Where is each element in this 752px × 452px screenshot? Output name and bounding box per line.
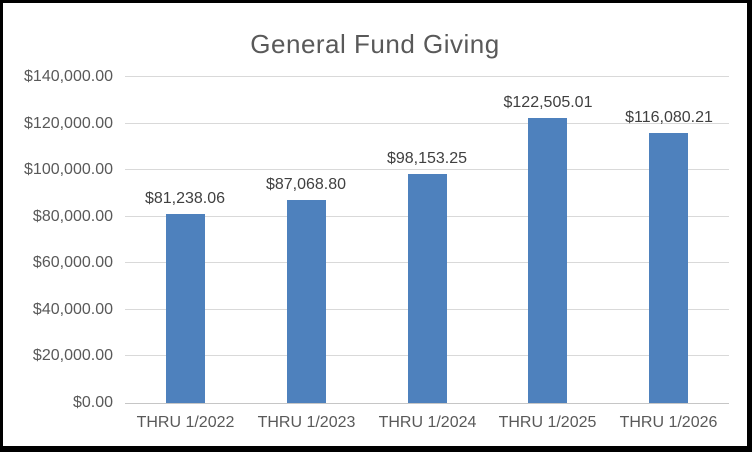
data-label: $98,153.25: [386, 150, 468, 167]
y-tick-label: $60,000.00: [32, 254, 113, 271]
data-label: $81,238.06: [144, 190, 226, 207]
y-tick-label: $100,000.00: [24, 161, 113, 178]
data-label: $87,068.80: [265, 176, 347, 193]
gridline: [125, 123, 729, 124]
x-tick-label: THRU 1/2022: [136, 414, 235, 431]
y-tick-label: $80,000.00: [32, 208, 113, 225]
gridline: [125, 169, 729, 170]
bar-thru-1-2023: [287, 200, 326, 403]
y-tick-label: $0.00: [72, 394, 113, 411]
bar-thru-1-2024: [408, 174, 447, 403]
y-axis-labels: $0.00 $20,000.00 $40,000.00 $60,000.00 $80,0…: [3, 68, 119, 411]
bar-thru-1-2026: [649, 133, 688, 403]
x-tick-label: THRU 1/2025: [498, 414, 597, 431]
data-label: $116,080.21: [625, 109, 713, 126]
x-tick-label: THRU 1/2026: [619, 414, 718, 431]
y-tick-label: $20,000.00: [32, 347, 113, 364]
y-tick-label: $40,000.00: [32, 301, 113, 318]
x-axis-line: [125, 403, 729, 404]
bar-thru-1-2025: [528, 118, 567, 403]
x-axis-labels: THRU 1/2022 THRU 1/2023 THRU 1/2024 THRU 1/…: [125, 413, 729, 437]
y-tick-label: $120,000.00: [24, 115, 113, 132]
data-label: $122,505.01: [503, 94, 593, 111]
x-tick-label: THRU 1/2023: [257, 414, 356, 431]
plot-area: $81,238.06 $87,068.80 $98,153.25 $122,505.0…: [125, 76, 729, 404]
bar-thru-1-2022: [166, 214, 205, 403]
gridline: [125, 76, 729, 77]
x-tick-label: THRU 1/2024: [378, 414, 477, 431]
chart-title: General Fund Giving: [250, 29, 500, 59]
y-tick-label: $140,000.00: [24, 68, 113, 85]
